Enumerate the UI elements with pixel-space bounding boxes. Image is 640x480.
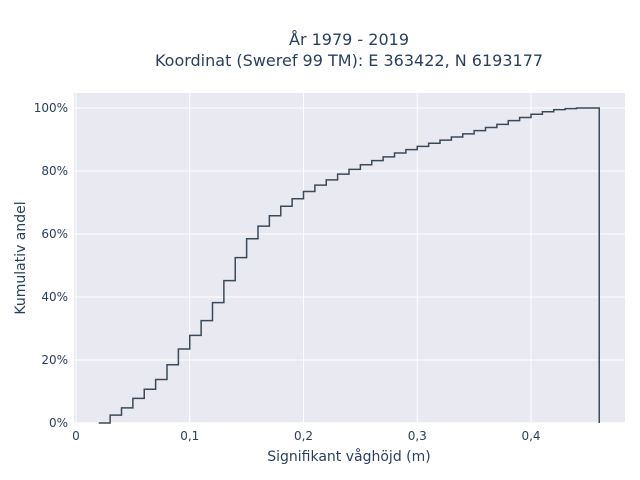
gridlines xyxy=(74,93,625,424)
x-axis-title: Signifikant våghöjd (m) xyxy=(267,448,430,465)
chart-title-line-1: År 1979 - 2019 xyxy=(289,30,409,49)
x-tick-label: 0 xyxy=(72,429,80,443)
y-tick-label: 0% xyxy=(49,416,68,430)
x-tick-label: 0,2 xyxy=(294,429,313,443)
chart-title-line-2: Koordinat (Sweref 99 TM): E 363422, N 61… xyxy=(155,51,543,70)
x-tick-label: 0,4 xyxy=(521,429,540,443)
x-tick-label: 0,3 xyxy=(408,429,427,443)
y-tick-label: 20% xyxy=(41,353,68,367)
y-tick-label: 100% xyxy=(34,101,68,115)
chart-titles: År 1979 - 2019 Koordinat (Sweref 99 TM):… xyxy=(13,30,543,465)
y-axis-title: Kumulativ andel xyxy=(13,201,29,314)
series-marks xyxy=(98,107,600,424)
x-tick-label: 0,1 xyxy=(180,429,199,443)
y-tick-label: 60% xyxy=(41,227,68,241)
series-step-line xyxy=(98,107,600,424)
y-tick-label: 80% xyxy=(41,164,68,178)
plot-area xyxy=(74,93,625,423)
tick-labels: 0 0,1 0,2 0,3 0,4 0% 20% 40% 60% 80% 100% xyxy=(34,101,541,443)
y-tick-label: 40% xyxy=(41,290,68,304)
